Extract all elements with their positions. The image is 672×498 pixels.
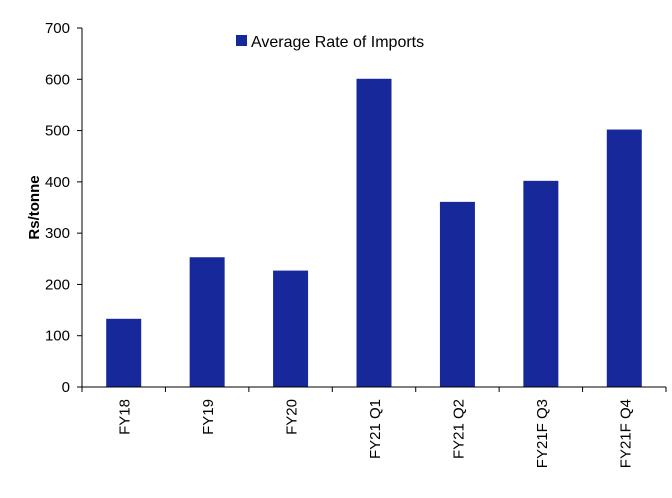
bar xyxy=(273,270,309,387)
x-tick-label: FY21 Q1 xyxy=(367,399,384,459)
y-tick-label: 0 xyxy=(62,379,70,396)
x-tick-label: FY21F Q4 xyxy=(617,399,634,468)
y-tick-label: 500 xyxy=(45,123,70,140)
legend-label: Average Rate of Imports xyxy=(251,34,424,51)
bar xyxy=(356,78,392,387)
y-tick-label: 700 xyxy=(45,20,70,37)
y-tick-label: 400 xyxy=(45,174,70,191)
x-tick-label: FY20 xyxy=(284,399,301,435)
x-axis-ticks: FY18 FY19 FY20 FY21 Q1 FY21 Q2 FY21F Q3 FY21F … xyxy=(81,387,667,468)
y-tick-label: 200 xyxy=(45,276,70,293)
bar xyxy=(106,318,142,387)
x-tick-label: FY21F Q3 xyxy=(534,399,551,468)
bar xyxy=(523,180,559,387)
y-tick-label: 300 xyxy=(45,225,70,242)
legend-swatch xyxy=(236,35,247,46)
y-axis-title: Rs/tonne xyxy=(26,175,43,239)
y-tick-label: 100 xyxy=(45,328,70,345)
y-axis-ticks: 0 100 200 300 400 500 600 700 xyxy=(45,20,82,396)
bars xyxy=(106,78,642,387)
x-tick-label: FY19 xyxy=(200,399,217,435)
bar xyxy=(606,129,642,387)
bar xyxy=(439,201,475,387)
x-tick-label: FY18 xyxy=(117,399,134,435)
bar xyxy=(189,257,225,387)
y-tick-label: 600 xyxy=(45,71,70,88)
x-tick-label: FY21 Q2 xyxy=(450,399,467,459)
legend: Average Rate of Imports xyxy=(236,34,424,51)
